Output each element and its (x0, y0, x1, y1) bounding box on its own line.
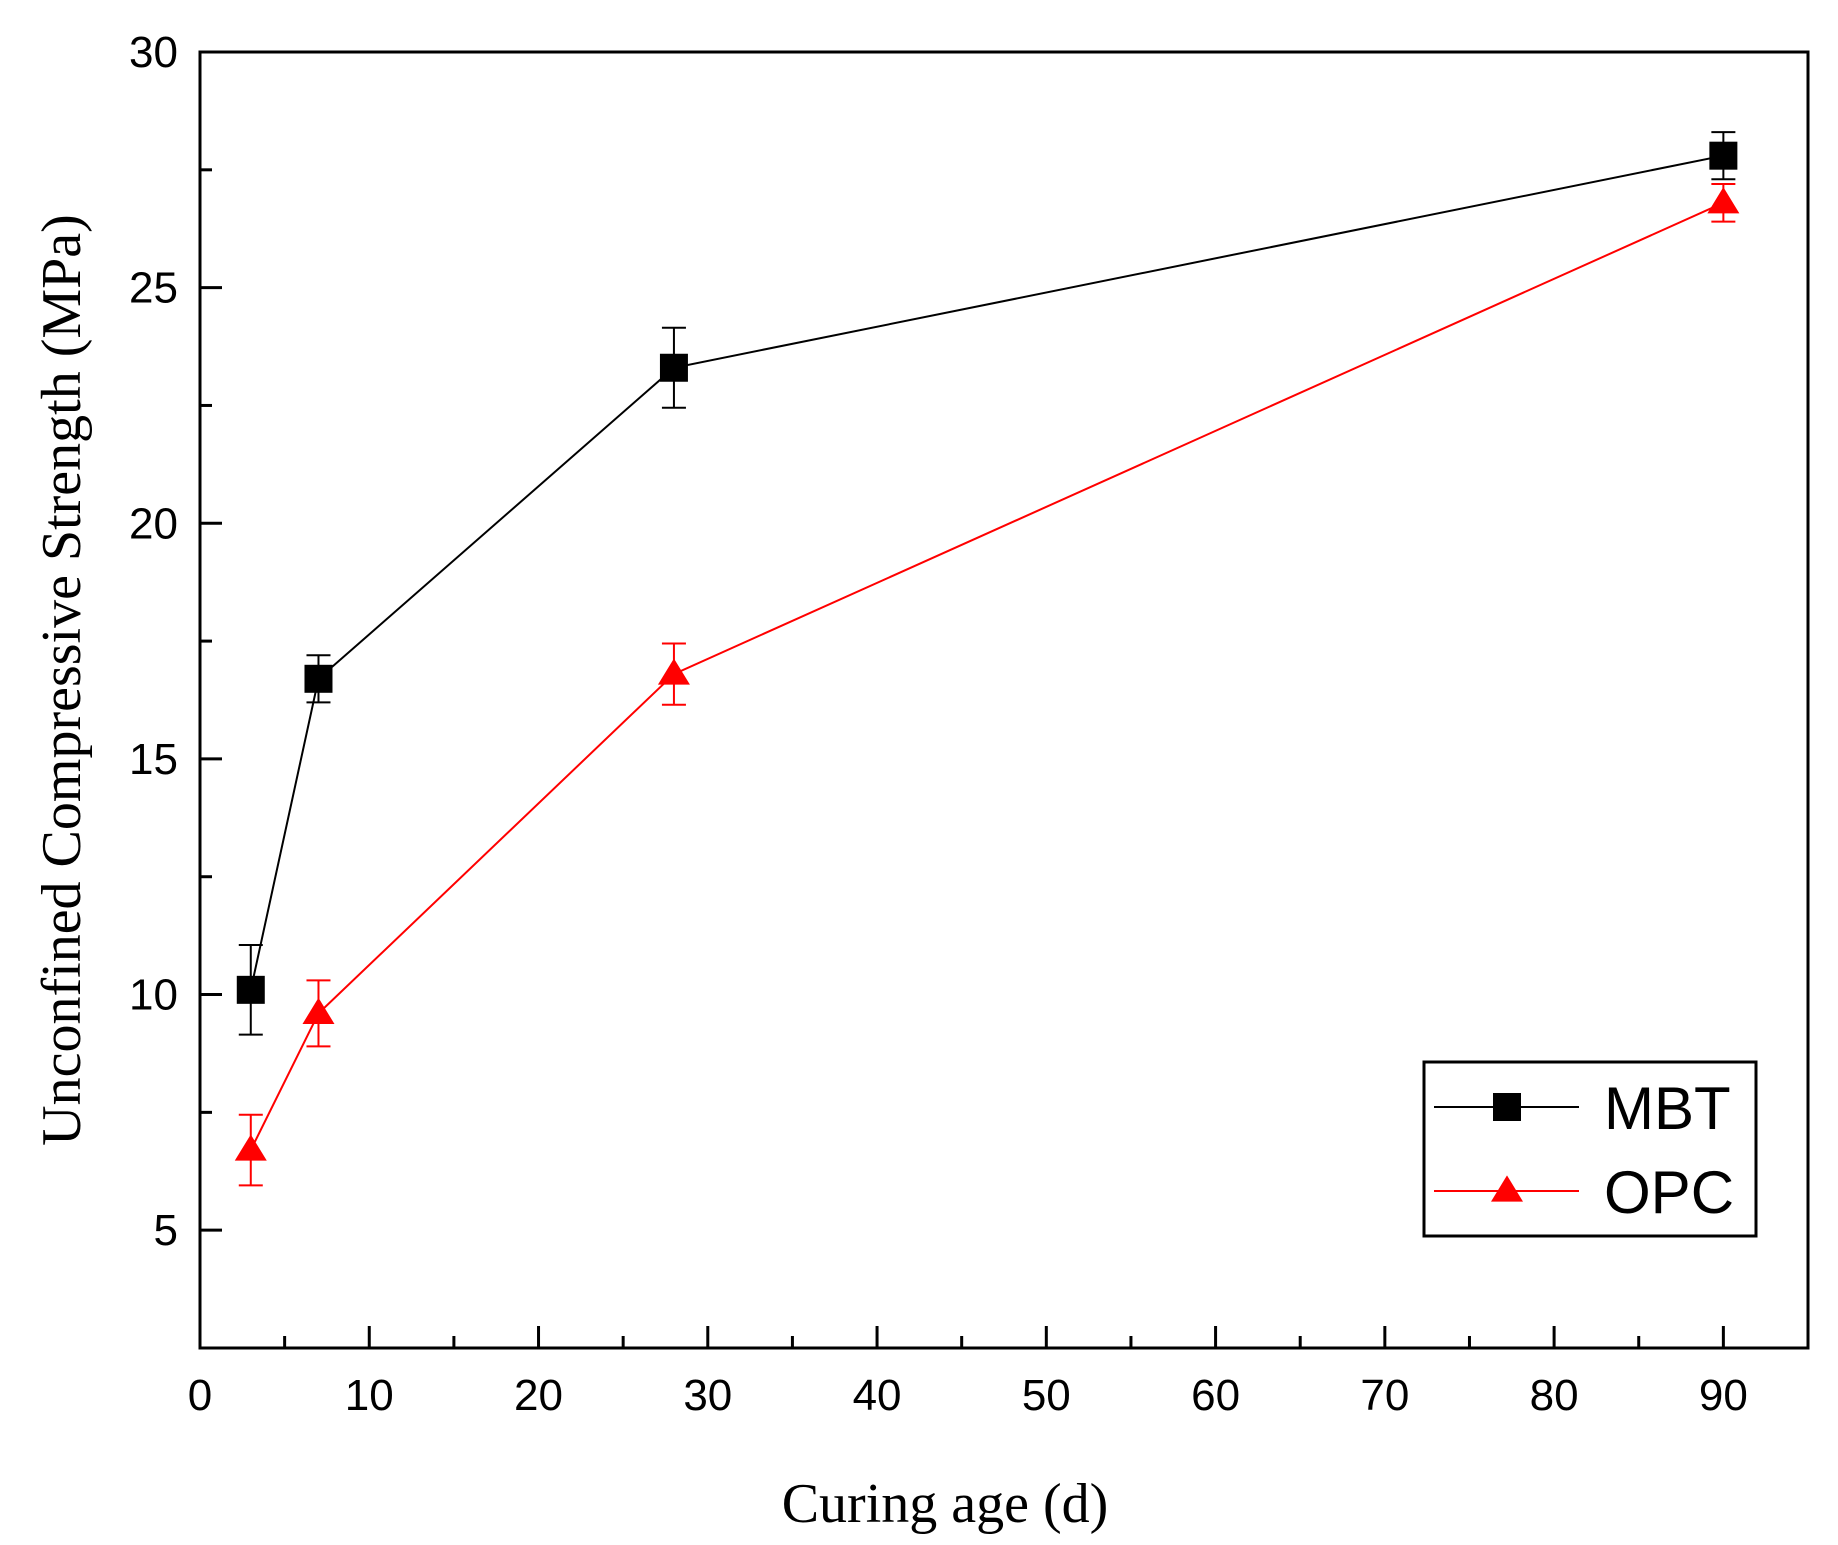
x-tick-label: 30 (683, 1371, 732, 1420)
data-point-triangle (657, 658, 690, 685)
legend-box (1422, 1060, 1758, 1238)
legend-marker (1491, 1175, 1523, 1202)
x-tick-label: 20 (514, 1371, 563, 1420)
data-point-triangle (302, 997, 335, 1024)
legend: MBT OPC (1422, 1060, 1758, 1238)
x-tick-label: 80 (1530, 1371, 1579, 1420)
y-tick-label: 5 (154, 1206, 178, 1255)
x-tick-label: 10 (345, 1371, 394, 1420)
y-tick-label: 10 (129, 971, 178, 1020)
x-axis-title: Curing age (d) (782, 1473, 1109, 1535)
series-line (249, 201, 1724, 1151)
series-line (249, 154, 1724, 991)
legend-label: OPC (1604, 1159, 1734, 1226)
y-tick-label: 25 (129, 264, 178, 313)
data-point-triangle (234, 1134, 267, 1161)
x-tick-label: 0 (188, 1371, 212, 1420)
x-tick-label: 90 (1699, 1371, 1748, 1420)
series-opc (234, 182, 1740, 1187)
data-point-square (236, 975, 265, 1004)
x-tick-label: 60 (1191, 1371, 1240, 1420)
y-tick-label: 30 (129, 28, 178, 77)
y-tick-label: 15 (129, 735, 178, 784)
x-tick-label: 70 (1360, 1371, 1409, 1420)
series-mbt (236, 131, 1738, 1036)
data-point-triangle (1707, 187, 1740, 214)
plot-frame (198, 50, 1810, 1350)
data-point-square (1709, 141, 1738, 170)
legend-marker (1493, 1093, 1521, 1121)
data-point-square (304, 664, 333, 693)
y-tick-label: 20 (129, 499, 178, 548)
plot-area: 0 10 20 30 40 50 60 70 80 90 5 10 15 20 25 30 MBT OPC (129, 28, 1810, 1420)
x-tick-label: 40 (853, 1371, 902, 1420)
y-axis-title: Unconfined Compressive Strength (MPa) (31, 214, 93, 1146)
data-point-square (659, 353, 688, 382)
x-tick-label: 50 (1022, 1371, 1071, 1420)
legend-label: MBT (1604, 1075, 1731, 1142)
